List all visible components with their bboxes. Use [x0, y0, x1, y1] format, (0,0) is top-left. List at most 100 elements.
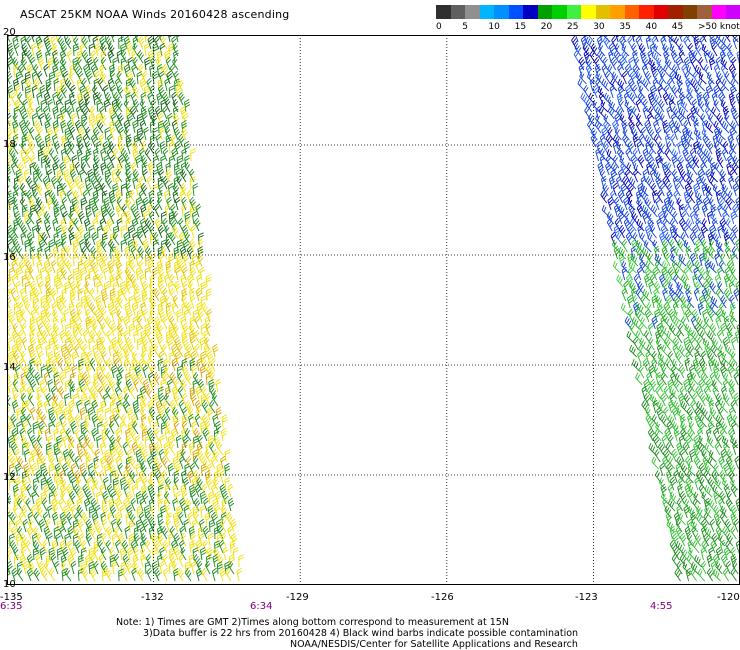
wind-barb	[693, 182, 700, 197]
wind-barb	[673, 120, 682, 134]
wind-barb	[704, 526, 713, 540]
wind-barb	[212, 343, 219, 358]
wind-barb	[685, 77, 692, 92]
wind-barb	[675, 540, 684, 554]
wind-barb	[58, 273, 65, 288]
wind-barb	[76, 504, 84, 519]
wind-barb	[733, 371, 739, 386]
wind-barb	[224, 463, 231, 477]
wind-barb	[728, 91, 736, 106]
wind-barb	[16, 498, 24, 512]
wind-barb	[600, 99, 609, 113]
wind-barb	[153, 539, 161, 554]
wind-barb	[220, 427, 228, 442]
wind-barb	[41, 231, 48, 246]
wind-barb	[656, 301, 664, 316]
wind-barb	[598, 106, 607, 120]
wind-barb	[178, 133, 185, 148]
wind-barb	[66, 357, 73, 372]
wind-barb	[77, 372, 84, 386]
legend-label: 0	[436, 22, 442, 32]
wind-barb	[685, 567, 692, 582]
wind-barb	[715, 414, 723, 428]
wind-barb	[172, 225, 179, 239]
wind-barb	[667, 350, 674, 365]
wind-barb	[160, 421, 167, 435]
wind-barb	[77, 92, 84, 106]
wind-barb	[603, 35, 610, 50]
wind-barb	[697, 231, 705, 246]
wind-barb	[169, 315, 176, 330]
wind-barb	[151, 546, 158, 561]
wind-barb	[632, 133, 639, 148]
wind-barb	[31, 112, 38, 127]
wind-barb	[723, 287, 731, 302]
wind-barb	[728, 463, 736, 477]
wind-barb	[141, 490, 149, 505]
wind-barb	[81, 295, 87, 309]
wind-barb	[80, 421, 87, 435]
wind-barb	[153, 441, 161, 456]
wind-barb	[117, 490, 123, 505]
wind-barb	[683, 239, 692, 253]
wind-barb	[680, 547, 688, 561]
wind-barb	[713, 120, 722, 134]
wind-barb	[200, 421, 207, 435]
wind-barb	[72, 533, 79, 547]
wind-barb	[98, 343, 105, 358]
wind-barb	[696, 505, 704, 519]
time-label-east-swath: 4:55	[650, 601, 673, 612]
wind-barb	[194, 343, 200, 358]
wind-barb	[656, 63, 664, 78]
wind-barb	[181, 224, 189, 239]
wind-barb	[661, 245, 669, 260]
wind-barb	[7, 42, 14, 57]
wind-barb	[727, 190, 736, 204]
wind-barb	[117, 462, 124, 477]
wind-barb	[705, 189, 712, 204]
wind-barb	[682, 441, 690, 456]
wind-barb	[153, 155, 159, 169]
wind-barb	[26, 553, 34, 568]
wind-barb	[95, 112, 102, 127]
wind-barb	[10, 245, 17, 260]
wind-barb	[174, 196, 181, 211]
wind-barb	[46, 364, 53, 379]
wind-barb	[90, 63, 98, 78]
wind-barb	[657, 189, 664, 204]
wind-barb	[585, 57, 593, 71]
wind-barb	[201, 567, 208, 582]
wind-barb	[719, 217, 727, 232]
wind-barb	[70, 560, 77, 575]
wind-barb	[91, 511, 98, 526]
wind-barb	[35, 183, 43, 197]
wind-barb	[9, 50, 16, 64]
wind-barb	[131, 441, 139, 456]
wind-barb	[32, 421, 39, 435]
wind-barb	[649, 378, 657, 393]
wind-barb	[159, 126, 166, 141]
wind-barb	[196, 448, 204, 463]
wind-barb	[718, 497, 724, 512]
wind-barb	[730, 105, 738, 120]
wind-barb	[58, 455, 64, 470]
wind-barb	[123, 35, 131, 50]
note-line-3: NOAA/NESDIS/Center for Satellite Applica…	[290, 639, 578, 650]
wind-barb	[146, 175, 153, 190]
wind-barb	[206, 546, 213, 561]
wind-barb	[711, 532, 719, 547]
wind-barb	[54, 378, 60, 393]
wind-barb	[220, 512, 227, 526]
wind-barb	[85, 378, 92, 393]
wind-barb	[184, 498, 192, 512]
wind-barb	[114, 511, 122, 526]
wind-barb	[174, 260, 180, 274]
lon-label-120: -120	[717, 592, 740, 603]
wind-barb	[139, 393, 147, 407]
wind-barb	[726, 161, 732, 176]
wind-barb	[82, 427, 88, 442]
wind-barb	[109, 414, 116, 428]
legend-swatch	[697, 5, 712, 19]
wind-barb	[636, 77, 643, 92]
wind-barb	[149, 470, 156, 484]
